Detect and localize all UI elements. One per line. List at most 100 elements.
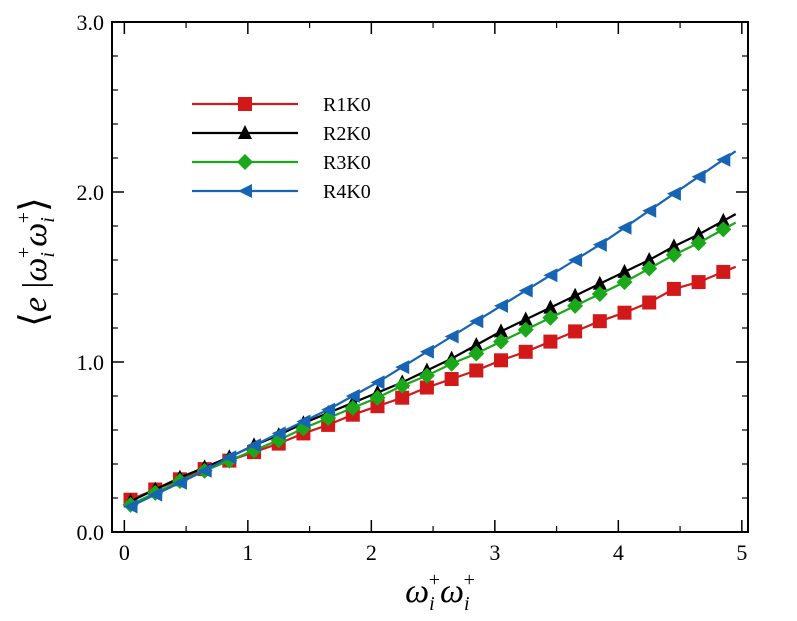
data-point-R2K0	[469, 337, 484, 351]
x-tick-label: 4	[613, 540, 624, 565]
data-point-R3K0	[468, 345, 485, 362]
x-tick-label: 5	[736, 540, 747, 565]
data-point-R2K0	[691, 226, 706, 241]
legend-entry-R4K0: R4K0	[192, 181, 371, 203]
data-point-R2K0	[592, 275, 607, 290]
data-point-R4K0	[716, 152, 731, 167]
svg-text:⟨e |ωi+ωi+⟩: ⟨e |ωi+ωi+⟩	[13, 197, 59, 327]
data-point-R1K0	[592, 314, 607, 329]
data-point-R4K0	[123, 499, 138, 514]
legend-marker	[238, 97, 252, 111]
x-tick-label: 1	[242, 540, 253, 565]
data-point-R3K0	[443, 355, 460, 372]
data-point-R4K0	[148, 487, 163, 502]
y-tick-label: 3.0	[77, 10, 105, 35]
data-point-R4K0	[568, 253, 583, 267]
x-tick-label: 2	[366, 540, 377, 565]
data-point-R2K0	[494, 323, 509, 338]
data-point-R4K0	[494, 298, 509, 313]
legend-marker	[238, 184, 252, 198]
data-point-R3K0	[715, 221, 732, 238]
series-R1K0	[123, 264, 737, 507]
legend-entry-R2K0: R2K0	[192, 123, 371, 145]
x-tick-label: 3	[489, 540, 500, 565]
data-point-R3K0	[690, 235, 707, 251]
axis-ticks	[112, 21, 748, 533]
data-point-R3K0	[493, 333, 510, 350]
data-point-R1K0	[568, 324, 583, 339]
data-point-R1K0	[494, 353, 509, 368]
y-tick-label: 1.0	[77, 350, 105, 375]
legend-label: R4K0	[323, 181, 371, 203]
x-tick-label: 0	[119, 540, 130, 565]
data-point-R3K0	[394, 377, 411, 394]
data-point-R3K0	[418, 367, 435, 384]
series-layer	[122, 150, 737, 514]
data-point-R2K0	[568, 287, 583, 302]
data-point-R3K0	[665, 246, 682, 263]
data-point-R4K0	[296, 414, 311, 429]
data-point-R4K0	[395, 360, 410, 375]
data-point-R4K0	[271, 426, 286, 441]
data-point-R4K0	[543, 268, 558, 283]
data-point-R1K0	[518, 344, 533, 359]
data-point-R3K0	[517, 321, 534, 338]
data-point-R3K0	[344, 399, 361, 416]
legend-label: R1K0	[323, 94, 371, 116]
data-point-R4K0	[345, 389, 360, 403]
y-axis-title: ⟨e |ωi+ωi+⟩	[13, 197, 59, 327]
series-R2K0	[123, 212, 737, 508]
legend-label: R2K0	[323, 123, 371, 145]
data-point-R4K0	[444, 329, 459, 344]
data-point-R4K0	[419, 344, 434, 359]
data-point-R3K0	[616, 274, 633, 291]
data-point-R1K0	[617, 305, 632, 320]
svg-text:ωi+ωi+: ωi+ωi+	[405, 569, 475, 615]
y-tick-labels: 0.0 1.0 2.0 3.0	[77, 10, 105, 545]
data-point-R2K0	[543, 299, 558, 314]
data-point-R4K0	[321, 402, 336, 417]
legend-label: R3K0	[323, 152, 371, 174]
data-point-R1K0	[716, 264, 731, 279]
series-R4K0	[123, 150, 737, 514]
data-point-R1K0	[370, 399, 385, 414]
data-point-R3K0	[591, 286, 608, 302]
data-point-R4K0	[666, 186, 681, 201]
data-point-R2K0	[518, 311, 533, 326]
data-point-R4K0	[617, 220, 632, 235]
data-point-R3K0	[641, 260, 658, 277]
data-point-R4K0	[247, 438, 262, 453]
data-point-R3K0	[567, 297, 584, 314]
data-point-R4K0	[469, 314, 484, 329]
data-point-R3K0	[369, 389, 386, 406]
data-point-R4K0	[172, 475, 187, 490]
x-tick-labels: 0 1 2 3 4 5	[119, 540, 747, 565]
legend: R1K0 R2K0 R3K0 R4K0	[192, 94, 371, 203]
data-point-R4K0	[197, 463, 212, 478]
data-point-R4K0	[370, 375, 385, 390]
data-point-R1K0	[543, 334, 558, 349]
data-point-R4K0	[222, 450, 237, 465]
data-point-R2K0	[716, 212, 731, 227]
data-point-R1K0	[395, 390, 410, 405]
data-point-R4K0	[518, 283, 533, 298]
legend-entry-R3K0: R3K0	[192, 152, 371, 174]
y-tick-label: 0.0	[77, 520, 105, 545]
data-point-R2K0	[666, 238, 681, 253]
x-axis-title: ωi+ωi+	[405, 569, 475, 615]
data-point-R4K0	[691, 169, 706, 184]
y-tick-label: 2.0	[77, 180, 105, 205]
legend-entry-R1K0: R1K0	[192, 94, 371, 116]
data-point-R1K0	[691, 275, 706, 290]
data-point-R4K0	[592, 237, 607, 252]
legend-marker	[238, 125, 252, 139]
data-point-R1K0	[469, 363, 484, 378]
data-point-R2K0	[642, 252, 657, 266]
data-point-R4K0	[642, 203, 657, 218]
data-point-R1K0	[444, 372, 459, 386]
series-line-R4K0	[130, 150, 737, 508]
data-point-R1K0	[419, 380, 434, 395]
plot-frame	[111, 21, 749, 533]
data-point-R1K0	[666, 281, 681, 296]
